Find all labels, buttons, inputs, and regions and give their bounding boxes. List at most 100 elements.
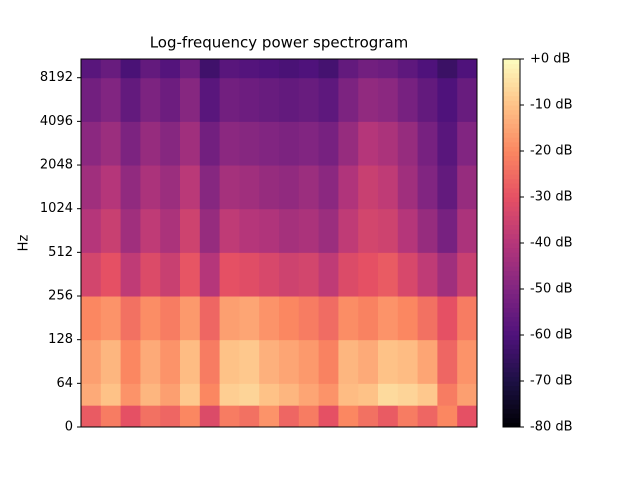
cell — [259, 77, 280, 122]
colorbar-step — [503, 404, 520, 410]
colorbar-step — [503, 160, 520, 166]
cell — [358, 208, 379, 253]
colorbar-step — [503, 325, 520, 331]
y-axis-label: Hz — [17, 235, 32, 252]
cell — [81, 296, 102, 341]
colorbar-step — [503, 220, 520, 226]
cell — [100, 59, 122, 79]
cell — [81, 121, 102, 166]
y-tick-label: 0 — [65, 420, 73, 435]
cell — [318, 208, 339, 253]
colorbar-step — [503, 293, 520, 299]
y-tick-label: 128 — [48, 332, 73, 347]
colorbar-step — [503, 362, 520, 368]
cell — [259, 383, 280, 406]
colorbar-tick-label: -80 dB — [530, 420, 573, 435]
cell — [100, 208, 122, 253]
cell — [457, 165, 478, 210]
cell — [120, 208, 141, 253]
cell — [417, 208, 438, 253]
cell — [338, 405, 359, 428]
colorbar-step — [503, 206, 520, 212]
colorbar-tick-label: -50 dB — [530, 282, 573, 297]
cell — [120, 252, 141, 297]
colorbar-step — [503, 132, 520, 138]
colorbar-step — [503, 109, 520, 115]
colorbar-step — [503, 275, 520, 281]
cell — [239, 77, 260, 122]
cell — [358, 59, 379, 79]
colorbar-step — [503, 95, 520, 101]
cell — [259, 121, 280, 166]
cell — [100, 77, 122, 122]
colorbar-step — [503, 238, 520, 244]
colorbar-step — [503, 141, 520, 147]
colorbar-step — [503, 307, 520, 313]
cell — [140, 59, 161, 79]
cell — [219, 208, 240, 253]
y-tick-label: 512 — [48, 245, 73, 260]
cell — [259, 208, 280, 253]
cell — [437, 59, 458, 79]
y-tick-label: 4096 — [40, 114, 73, 129]
cell — [318, 405, 339, 428]
cell — [180, 165, 201, 210]
cell — [160, 121, 181, 166]
colorbar-step — [503, 252, 520, 258]
colorbar-step — [503, 408, 520, 414]
colorbar-step — [503, 128, 520, 134]
cell — [437, 252, 458, 297]
cell — [239, 405, 260, 428]
cell — [160, 59, 181, 79]
cell — [140, 383, 161, 406]
cell — [358, 165, 379, 210]
cell — [259, 59, 280, 79]
colorbar-step — [503, 413, 520, 419]
cell — [358, 121, 379, 166]
y-tick-label: 256 — [48, 289, 73, 304]
cell — [239, 208, 260, 253]
colorbar-step — [503, 279, 520, 285]
cell — [81, 59, 102, 79]
cell — [298, 339, 320, 384]
cell — [298, 405, 320, 428]
cell — [338, 296, 359, 341]
cell — [81, 208, 102, 253]
cell — [397, 208, 419, 253]
colorbar-tick-label: -40 dB — [530, 236, 573, 251]
colorbar-step — [503, 114, 520, 120]
cell — [457, 383, 478, 406]
colorbar-step — [503, 137, 520, 143]
colorbar-step — [503, 266, 520, 272]
cell — [259, 405, 280, 428]
cell — [199, 59, 221, 79]
cell — [378, 339, 399, 384]
colorbar-step — [503, 243, 520, 249]
cell — [140, 77, 161, 122]
cell — [81, 383, 102, 406]
cell — [140, 121, 161, 166]
cell — [219, 405, 240, 428]
colorbar-step — [503, 312, 520, 318]
cell — [160, 339, 181, 384]
cell — [180, 208, 201, 253]
cell — [378, 405, 399, 428]
colorbar-step — [503, 59, 520, 65]
cell — [318, 383, 339, 406]
cell — [378, 59, 399, 79]
cell — [100, 405, 122, 428]
colorbar-step — [503, 183, 520, 189]
cell — [199, 339, 221, 384]
cell — [298, 252, 320, 297]
colorbar-step — [503, 105, 520, 111]
cell — [81, 252, 102, 297]
colorbar-step — [503, 229, 520, 235]
colorbar-step — [503, 316, 520, 322]
cell — [81, 165, 102, 210]
plot-frame — [80, 58, 478, 428]
cell — [219, 339, 240, 384]
cell — [180, 77, 201, 122]
cell — [100, 296, 122, 341]
colorbar-step — [503, 63, 520, 69]
cell — [298, 383, 320, 406]
